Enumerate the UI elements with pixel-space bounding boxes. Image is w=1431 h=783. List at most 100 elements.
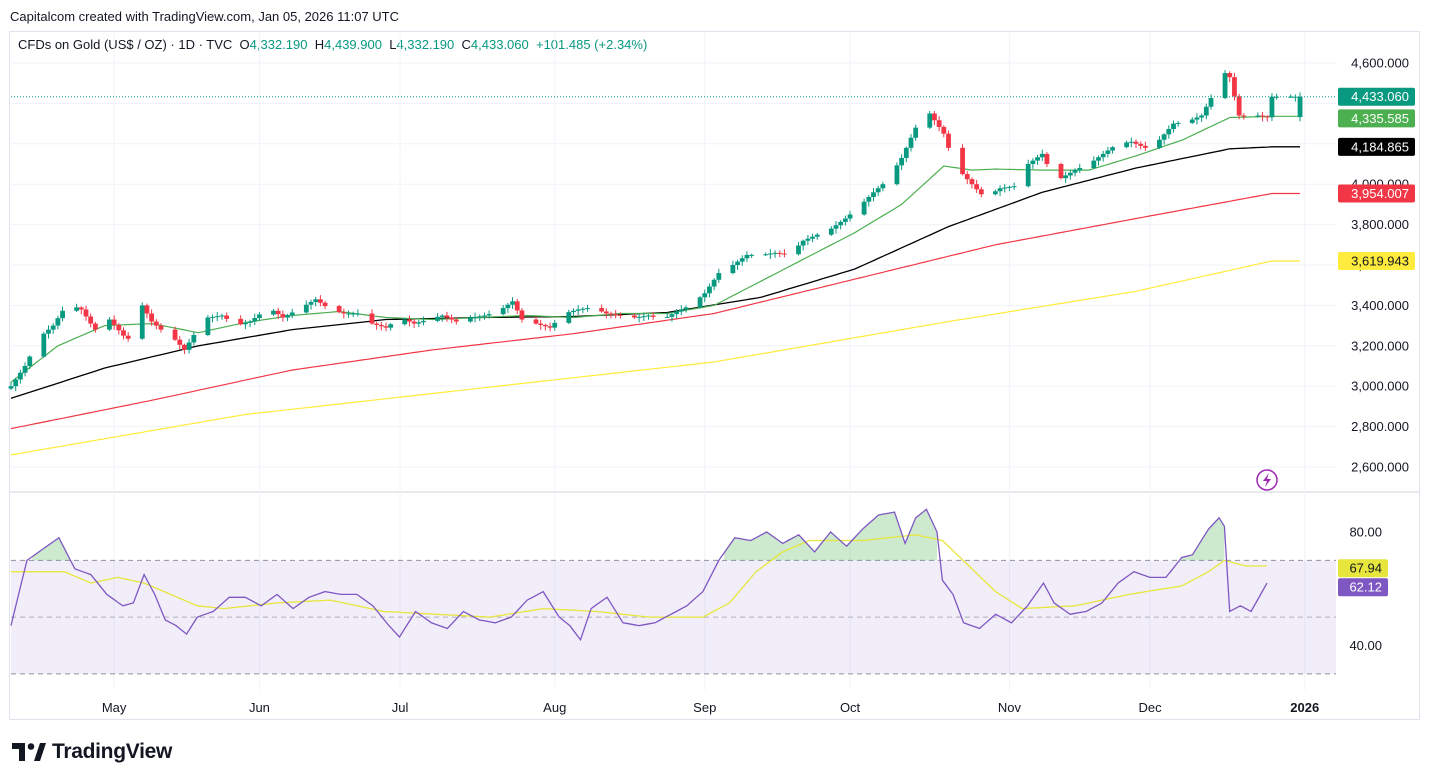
- candle-body: [1025, 164, 1031, 187]
- candle-body: [533, 319, 539, 324]
- candle-body: [697, 297, 703, 308]
- candle-body: [416, 322, 422, 324]
- candle-body: [552, 322, 558, 328]
- candle-body: [617, 314, 623, 316]
- candle-body: [1227, 73, 1233, 78]
- time-axis-label: Aug: [543, 700, 566, 715]
- candle-body: [763, 254, 769, 256]
- candle-body: [369, 313, 375, 324]
- candle-body: [796, 245, 801, 255]
- candle-body: [308, 302, 314, 305]
- candle-body: [74, 307, 80, 311]
- candle-body: [271, 310, 276, 315]
- candle-body: [421, 320, 426, 323]
- candle-body: [1128, 141, 1134, 143]
- candle-body: [1124, 142, 1130, 148]
- price-badge-label: 4,433.060: [1351, 89, 1409, 104]
- candle-body: [1292, 96, 1298, 98]
- candle-body: [749, 254, 755, 256]
- candle-body: [1274, 96, 1280, 98]
- candle-body: [219, 315, 225, 317]
- candle-body: [1236, 96, 1242, 116]
- candle-body: [936, 120, 942, 127]
- time-axis-label: Nov: [998, 700, 1022, 715]
- candle-body: [899, 157, 905, 166]
- candle-body: [1067, 172, 1073, 176]
- low-value: 4,332.190: [396, 37, 455, 52]
- price-badge: [1338, 87, 1415, 106]
- candle-body: [978, 189, 984, 195]
- candle-body: [205, 317, 211, 336]
- candle-body: [355, 313, 361, 315]
- candle-body: [880, 184, 886, 189]
- candle-body: [767, 253, 773, 255]
- candle-body: [139, 305, 145, 339]
- candle-body: [669, 314, 675, 317]
- candle-body: [800, 240, 806, 246]
- candle-body: [482, 315, 487, 317]
- candle-body: [13, 379, 19, 387]
- candle-body: [55, 318, 61, 326]
- rsi-badge-label: 67.94: [1349, 561, 1382, 576]
- candle-body: [603, 311, 609, 314]
- price-badge-label: 4,335.585: [1351, 111, 1409, 126]
- candle-body: [46, 329, 51, 334]
- price-axis-label: 3,800.000: [1351, 217, 1409, 232]
- ma-red-line: [10, 192, 1301, 430]
- candle-body: [1241, 115, 1247, 117]
- candle-body: [903, 147, 909, 158]
- symbol-legend: CFDs on Gold (US$ / OZ) · 1D · TVC O4,33…: [18, 37, 647, 52]
- candle-body: [650, 315, 656, 317]
- candle-body: [599, 308, 605, 312]
- candle-body: [739, 258, 745, 262]
- candle-body: [875, 188, 881, 193]
- candle-body: [707, 286, 712, 294]
- candle-body: [378, 324, 384, 327]
- candle-body: [224, 315, 230, 319]
- rsi-badge: [1338, 559, 1388, 578]
- candle-body: [477, 316, 483, 318]
- price-axis-label: 2,800.000: [1351, 419, 1409, 434]
- candle-body: [969, 179, 975, 185]
- candle-body: [27, 356, 33, 366]
- open-value: 4,332.190: [249, 37, 308, 52]
- candle-body: [435, 316, 440, 321]
- candle-body: [388, 324, 394, 328]
- price-badge: [1338, 251, 1415, 270]
- candle-body: [730, 265, 736, 274]
- candle-body: [1072, 170, 1078, 173]
- candle-body: [871, 192, 876, 197]
- candle-body: [107, 319, 112, 330]
- candle-body: [1194, 117, 1200, 120]
- candle-body: [17, 372, 23, 380]
- candle-body: [341, 312, 347, 314]
- candle-body: [772, 252, 778, 254]
- candle-body: [439, 315, 445, 317]
- candle-body: [182, 344, 187, 350]
- candle-body: [828, 228, 834, 235]
- candle-body: [247, 321, 253, 323]
- candle-body: [350, 313, 356, 315]
- candle-body: [833, 225, 839, 229]
- tradingview-brand[interactable]: TradingView: [12, 740, 172, 764]
- flash-icon-bolt: [1263, 473, 1271, 487]
- candle-body: [542, 324, 548, 327]
- symbol-name[interactable]: CFDs on Gold (US$ / OZ) · 1D · TVC: [18, 37, 233, 52]
- price-badge: [1338, 137, 1415, 156]
- candle-body: [500, 308, 506, 315]
- price-axis-label: 3,000.000: [1351, 379, 1409, 394]
- price-axis-label: 3,400.000: [1351, 298, 1409, 313]
- candle-body: [214, 316, 220, 318]
- price-badge-label: 3,619.943: [1351, 253, 1409, 268]
- time-axis-label: May: [102, 700, 127, 715]
- candle-body: [1044, 153, 1050, 164]
- candle-body: [383, 326, 389, 328]
- candle-body: [744, 254, 750, 259]
- candle-body: [121, 330, 126, 336]
- candle-body: [1063, 175, 1069, 179]
- candle-body: [1039, 153, 1045, 158]
- candle-body: [927, 113, 933, 128]
- candle-body: [1166, 128, 1172, 135]
- change-value: +101.485 (+2.34%): [535, 37, 648, 52]
